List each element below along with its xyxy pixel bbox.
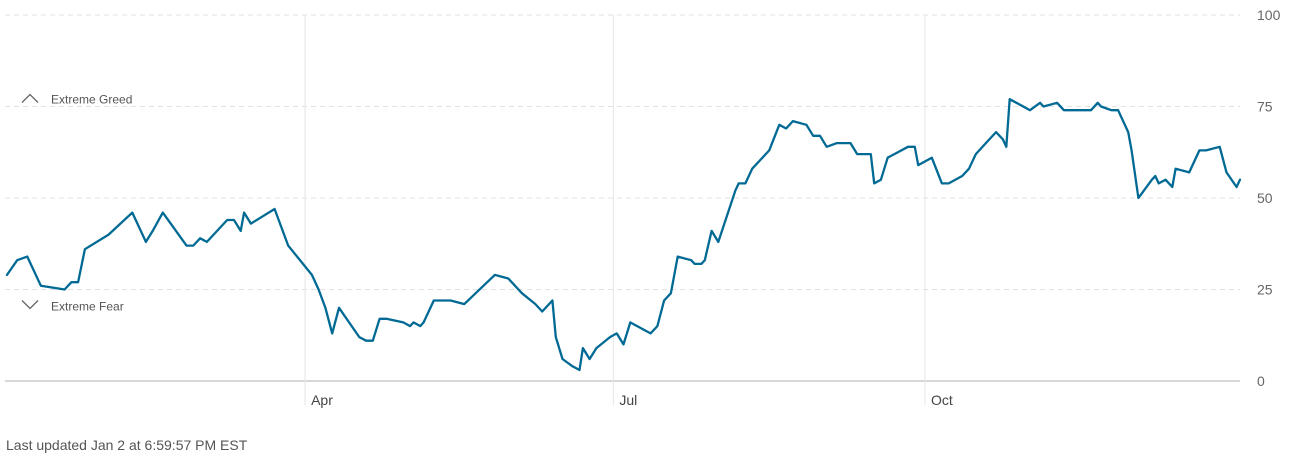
y-tick-label: 25 — [1257, 282, 1273, 298]
y-tick-label: 100 — [1257, 7, 1281, 23]
y-tick-label: 75 — [1257, 99, 1273, 115]
extreme-greed-label: Extreme Greed — [51, 93, 132, 107]
series — [5, 98, 1242, 372]
chevron-up-icon — [21, 93, 39, 103]
x-tick-label: Apr — [311, 392, 333, 408]
y-tick-label: 0 — [1257, 373, 1265, 389]
series-line — [5, 98, 1242, 372]
grid-lines — [5, 14, 1240, 405]
x-tick-label: Jul — [619, 392, 637, 408]
last-updated-text: Last updated Jan 2 at 6:59:57 PM EST — [6, 437, 248, 453]
y-tick-label: 50 — [1257, 190, 1273, 206]
x-tick-label: Oct — [931, 392, 953, 408]
y-axis-ticks: 0 25 50 75 100 — [1257, 7, 1281, 389]
zone-annotations: Extreme Greed Extreme Fear — [21, 93, 132, 314]
x-axis-ticks: Apr Jul Oct — [311, 392, 953, 408]
extreme-fear-label: Extreme Fear — [51, 300, 124, 314]
fear-greed-line-chart: Extreme Greed Extreme Fear Apr Jul Oct 0 25 5… — [5, 7, 1281, 408]
chevron-down-icon — [21, 300, 39, 310]
